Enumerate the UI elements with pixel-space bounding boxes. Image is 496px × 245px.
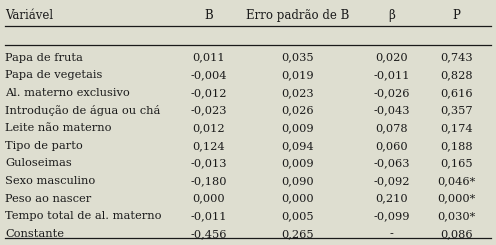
Text: -0,092: -0,092 bbox=[373, 176, 410, 186]
Text: 0,078: 0,078 bbox=[375, 123, 408, 133]
Text: -0,099: -0,099 bbox=[373, 211, 410, 221]
Text: Tempo total de al. materno: Tempo total de al. materno bbox=[5, 211, 162, 221]
Text: Peso ao nascer: Peso ao nascer bbox=[5, 194, 91, 204]
Text: -0,023: -0,023 bbox=[190, 106, 227, 115]
Text: 0,023: 0,023 bbox=[281, 88, 314, 98]
Text: Guloseimas: Guloseimas bbox=[5, 159, 72, 168]
Text: 0,019: 0,019 bbox=[281, 70, 314, 80]
Text: 0,009: 0,009 bbox=[281, 123, 314, 133]
Text: Papa de vegetais: Papa de vegetais bbox=[5, 70, 102, 80]
Text: 0,030*: 0,030* bbox=[437, 211, 476, 221]
Text: 0,012: 0,012 bbox=[192, 123, 225, 133]
Text: -0,012: -0,012 bbox=[190, 88, 227, 98]
Text: 0,174: 0,174 bbox=[440, 123, 473, 133]
Text: 0,616: 0,616 bbox=[440, 88, 473, 98]
Text: Leite não materno: Leite não materno bbox=[5, 123, 112, 133]
Text: 0,210: 0,210 bbox=[375, 194, 408, 204]
Text: 0,020: 0,020 bbox=[375, 53, 408, 62]
Text: 0,011: 0,011 bbox=[192, 53, 225, 62]
Text: -0,043: -0,043 bbox=[373, 106, 410, 115]
Text: Introdução de água ou chá: Introdução de água ou chá bbox=[5, 105, 160, 116]
Text: 0,035: 0,035 bbox=[281, 53, 314, 62]
Text: Papa de fruta: Papa de fruta bbox=[5, 53, 83, 62]
Text: 0,060: 0,060 bbox=[375, 141, 408, 151]
Text: -0,063: -0,063 bbox=[373, 159, 410, 168]
Text: B: B bbox=[204, 9, 213, 23]
Text: 0,165: 0,165 bbox=[440, 159, 473, 168]
Text: -0,004: -0,004 bbox=[190, 70, 227, 80]
Text: -: - bbox=[390, 229, 394, 239]
Text: P: P bbox=[452, 9, 460, 23]
Text: Variável: Variável bbox=[5, 9, 53, 23]
Text: 0,000: 0,000 bbox=[192, 194, 225, 204]
Text: 0,124: 0,124 bbox=[192, 141, 225, 151]
Text: -0,013: -0,013 bbox=[190, 159, 227, 168]
Text: 0,094: 0,094 bbox=[281, 141, 314, 151]
Text: Erro padrão de B: Erro padrão de B bbox=[246, 9, 349, 23]
Text: 0,009: 0,009 bbox=[281, 159, 314, 168]
Text: 0,086: 0,086 bbox=[440, 229, 473, 239]
Text: -0,456: -0,456 bbox=[190, 229, 227, 239]
Text: 0,005: 0,005 bbox=[281, 211, 314, 221]
Text: 0,000: 0,000 bbox=[281, 194, 314, 204]
Text: Al. materno exclusivo: Al. materno exclusivo bbox=[5, 88, 130, 98]
Text: -0,026: -0,026 bbox=[373, 88, 410, 98]
Text: -0,180: -0,180 bbox=[190, 176, 227, 186]
Text: Tipo de parto: Tipo de parto bbox=[5, 141, 83, 151]
Text: 0,828: 0,828 bbox=[440, 70, 473, 80]
Text: -0,011: -0,011 bbox=[373, 70, 410, 80]
Text: Constante: Constante bbox=[5, 229, 64, 239]
Text: 0,026: 0,026 bbox=[281, 106, 314, 115]
Text: Sexo masculino: Sexo masculino bbox=[5, 176, 95, 186]
Text: -0,011: -0,011 bbox=[190, 211, 227, 221]
Text: 0,046*: 0,046* bbox=[437, 176, 476, 186]
Text: 0,000*: 0,000* bbox=[437, 194, 476, 204]
Text: 0,265: 0,265 bbox=[281, 229, 314, 239]
Text: 0,188: 0,188 bbox=[440, 141, 473, 151]
Text: 0,743: 0,743 bbox=[440, 53, 473, 62]
Text: 0,357: 0,357 bbox=[440, 106, 473, 115]
Text: β: β bbox=[388, 9, 395, 23]
Text: 0,090: 0,090 bbox=[281, 176, 314, 186]
